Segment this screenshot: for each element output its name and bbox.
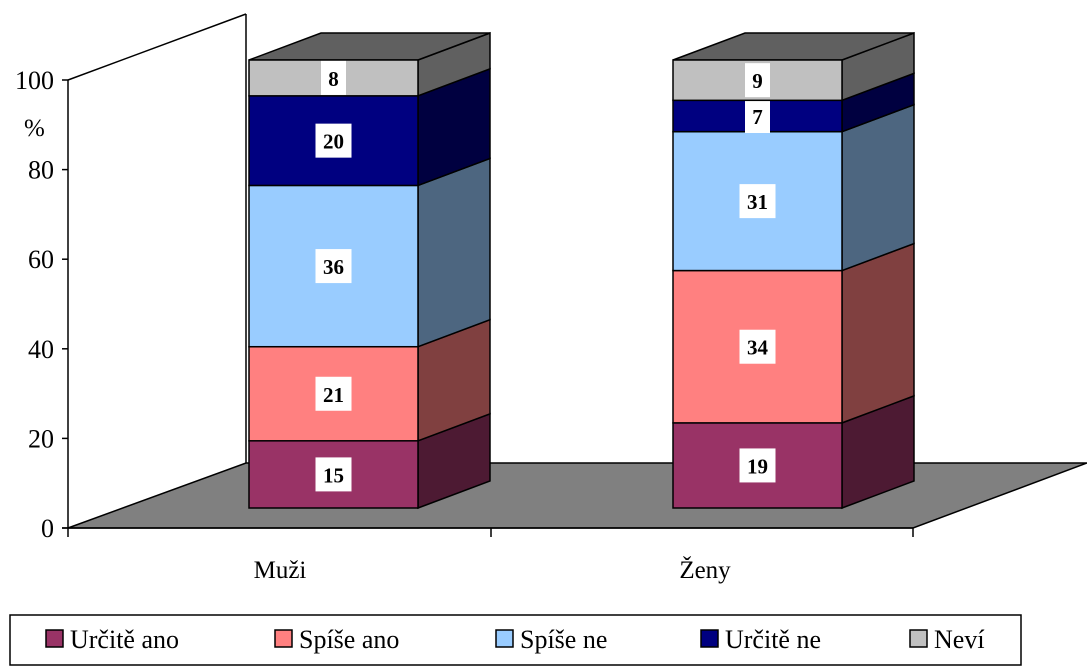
y-tick-label: 80 [28,156,54,185]
data-label: 19 [747,454,768,478]
data-label: 15 [323,463,344,487]
legend-label: Neví [934,625,985,654]
legend-swatch [700,629,719,648]
bar-side-face [841,103,915,272]
y-tick-label: 60 [28,245,54,274]
y-tick-label: 40 [28,335,54,364]
data-label-box [745,63,770,98]
data-label-box [739,448,776,483]
legend-swatch [45,629,64,648]
x-category-label: Muži [254,557,307,584]
data-label: 31 [747,190,768,214]
data-label: 7 [752,105,763,129]
back-wall-top-diagonal [67,13,247,81]
x-category-label: Ženy [679,556,731,584]
legend-swatch [274,629,293,648]
legend-swatch [909,629,928,648]
legend-label: Určitě ne [725,625,821,654]
data-label: 36 [323,255,344,279]
data-label-box [745,99,770,133]
legend-label: Určitě ano [70,625,179,654]
data-label-box [315,457,352,492]
bar-side-face [841,242,915,424]
data-label: 8 [328,67,339,91]
y-tick-label: 100 [15,66,54,95]
data-label-box [315,376,352,411]
legend-swatch [495,629,514,648]
legend-box [9,614,1022,666]
data-label-box [739,184,776,219]
y-tick-label: 0 [41,514,54,543]
data-label-box [315,123,352,158]
data-label: 34 [747,336,769,360]
data-label: 21 [323,383,344,407]
data-label-box [739,329,776,364]
bar-side-face [417,157,491,348]
legend-label: Spíše ne [520,625,607,654]
data-label-box [315,249,352,284]
y-tick-label: 20 [28,424,54,453]
chart-floor [67,462,1087,529]
data-label: 20 [323,130,344,154]
legend-label: Spíše ano [299,625,399,654]
data-label: 9 [752,69,763,93]
data-label-box [321,60,346,95]
y-axis-unit-label: % [24,115,45,142]
